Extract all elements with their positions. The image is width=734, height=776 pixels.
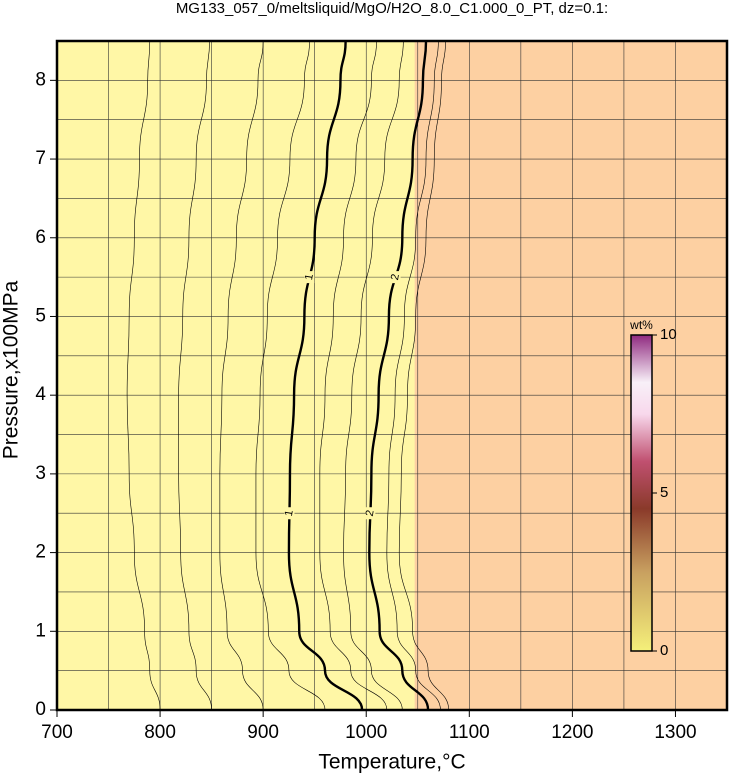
x-tick-label: 1200	[551, 722, 593, 743]
x-tick-label: 700	[41, 722, 73, 743]
contour-label: 1	[303, 273, 316, 281]
contour-line	[178, 40, 212, 711]
x-axis-label: Temperature,°C	[318, 751, 465, 774]
y-tick-label: 6	[35, 227, 46, 248]
x-tick-label: 900	[247, 722, 279, 743]
contour-label: 1	[283, 509, 296, 517]
contour-line	[287, 40, 364, 711]
x-tick-label: 1000	[345, 722, 387, 743]
y-tick-label: 0	[35, 699, 46, 720]
contour-label-bg	[304, 271, 315, 284]
plot-frame	[55, 39, 729, 712]
y-axis-label: Pressure,x100MPa	[0, 280, 23, 459]
y-tick-label: 2	[35, 542, 46, 563]
contour-label: 2	[364, 509, 377, 517]
contour-line	[398, 40, 449, 711]
colorbar-label: wt%	[629, 318, 653, 332]
y-tick-label: 7	[35, 148, 46, 169]
contour-line	[219, 40, 264, 711]
contour-label: 2	[389, 273, 402, 281]
contour-label-bg	[390, 271, 401, 284]
x-tick-label: 1100	[449, 722, 490, 743]
contour-line	[255, 40, 326, 711]
colorbar	[630, 334, 653, 652]
contour-line	[386, 40, 441, 711]
colorbar-tick-label: 5	[660, 484, 668, 501]
contour-line	[343, 40, 404, 711]
contour-line	[126, 40, 161, 711]
fill-region	[414, 41, 727, 710]
y-tick-label: 8	[35, 69, 46, 90]
y-tick-label: 5	[35, 305, 46, 326]
colorbar-tick-label: 10	[660, 326, 677, 343]
x-tick-label: 800	[144, 722, 176, 743]
chart-title: MG133_057_0/meltsliquid/MgO/H2O_8.0_C1.0…	[176, 0, 608, 17]
contour-line	[368, 40, 430, 711]
colorbar-tick-label: 0	[660, 642, 668, 659]
y-tick-label: 1	[35, 620, 46, 641]
contour-label-bg	[284, 507, 295, 520]
y-tick-label: 3	[35, 463, 46, 484]
contour-label-bg	[365, 507, 376, 520]
x-tick-label: 1300	[654, 722, 696, 743]
contour-line	[319, 40, 388, 711]
y-tick-label: 4	[35, 384, 46, 405]
